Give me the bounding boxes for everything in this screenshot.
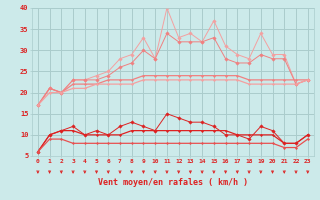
- X-axis label: Vent moyen/en rafales ( km/h ): Vent moyen/en rafales ( km/h ): [98, 178, 248, 187]
